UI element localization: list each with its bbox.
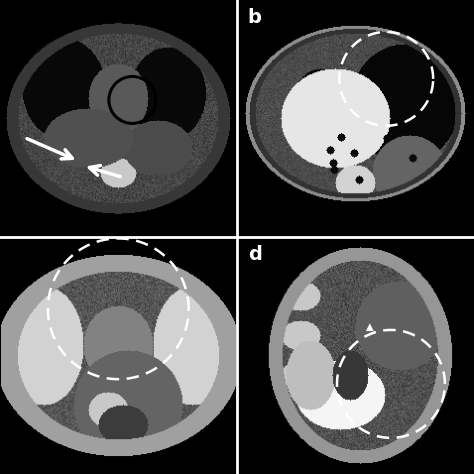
Text: b: b	[248, 9, 262, 27]
Text: d: d	[248, 246, 262, 264]
